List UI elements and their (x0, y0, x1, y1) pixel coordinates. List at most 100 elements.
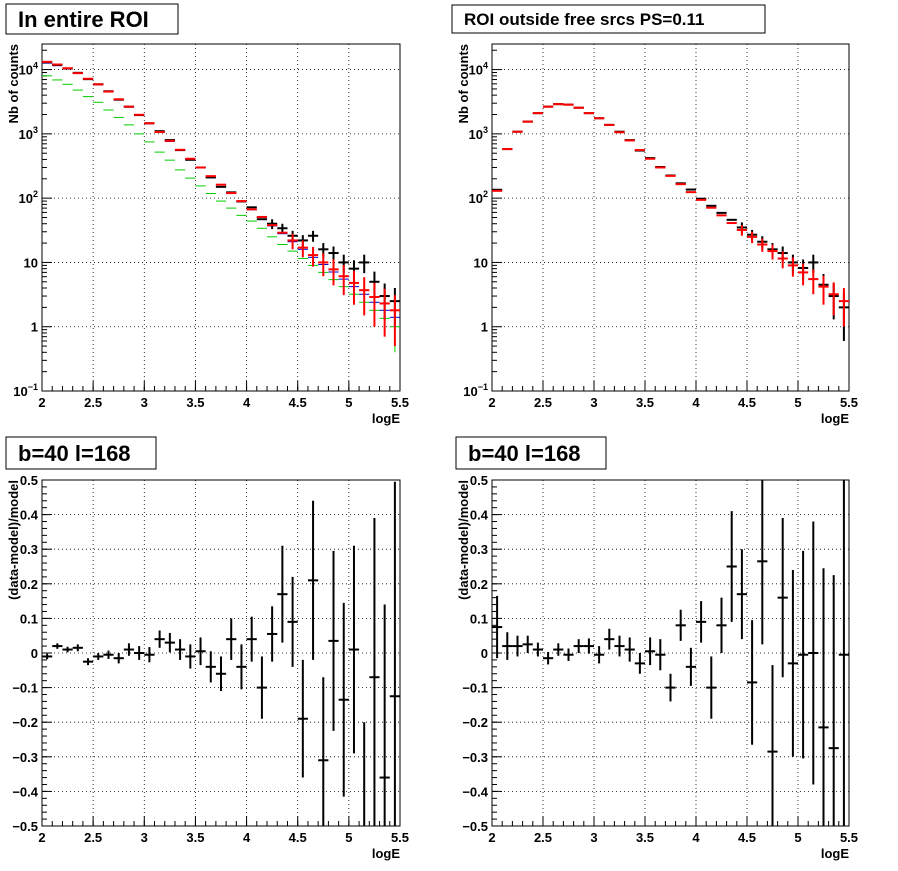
data-point (767, 665, 778, 826)
y-tick-label: 0.1 (20, 611, 38, 626)
x-tick-label: 5 (794, 830, 801, 845)
data-point (246, 616, 257, 662)
y-tick-label: 1 (481, 320, 488, 335)
data-point (359, 254, 370, 274)
x-tick-label: 2.5 (84, 830, 102, 845)
data-point (338, 265, 349, 296)
data-point (226, 618, 237, 660)
data-point (573, 639, 584, 653)
data-point (747, 231, 758, 244)
x-tick-label: 4 (692, 830, 700, 845)
x-tick-label: 4 (692, 395, 700, 410)
x-tick-label: 4.5 (289, 830, 307, 845)
data-point (777, 518, 788, 678)
data-point (747, 620, 758, 745)
y-axis-label: (data-model)/model (456, 480, 471, 600)
data-point (195, 637, 206, 666)
y-axis-label: Nb of counts (6, 44, 21, 123)
data-point (307, 246, 319, 267)
data-point (818, 275, 829, 305)
data-point (144, 647, 155, 663)
data-point (808, 269, 819, 295)
y-tick-label: 0.3 (20, 542, 38, 557)
y-tick-label: −0.2 (12, 715, 38, 730)
data-point (634, 653, 645, 674)
y-tick-label: −0.3 (12, 750, 38, 765)
data-point (307, 230, 319, 242)
data-point (563, 648, 574, 661)
data-point (318, 677, 329, 826)
data-point (369, 282, 380, 327)
x-tick-label: 2 (488, 830, 495, 845)
data-point (134, 646, 145, 660)
x-tick-label: 3 (590, 830, 597, 845)
x-axis-label: logE (821, 411, 849, 426)
y-axis-label: (data-model)/model (6, 480, 21, 600)
y-tick-label: 0.1 (470, 611, 488, 626)
y-tick-label: −0.4 (12, 784, 38, 799)
data-point (379, 604, 390, 826)
data-point (348, 545, 360, 754)
data-point (757, 238, 768, 252)
x-tick-label: 3.5 (186, 830, 204, 845)
data-point (502, 632, 513, 660)
data-point (543, 651, 554, 665)
data-point (736, 549, 747, 640)
data-point (113, 653, 124, 664)
y-tick-label: 0.2 (20, 577, 38, 592)
y-tick-label: 104 (19, 61, 38, 78)
title-box (451, 4, 766, 34)
x-tick-label: 5.5 (391, 395, 409, 410)
x-tick-label: 2.5 (84, 395, 102, 410)
y-tick-label: 0.2 (470, 577, 488, 592)
data-point (655, 639, 666, 671)
x-tick-label: 5 (345, 395, 352, 410)
data-point (287, 576, 298, 667)
x-tick-label: 4 (243, 830, 251, 845)
data-point (757, 480, 768, 645)
plot-frame (41, 43, 401, 392)
data-point (685, 647, 696, 686)
data-point (553, 643, 564, 656)
data-point (123, 643, 135, 656)
data-point (675, 609, 686, 641)
series-3 (42, 60, 400, 347)
plot-frame (41, 479, 401, 827)
data-point (492, 595, 503, 659)
y-tick-label: −0.1 (12, 681, 38, 696)
x-tick-label: 4.5 (738, 830, 756, 845)
title-box (5, 436, 157, 470)
data-point (798, 550, 809, 759)
data-point (359, 277, 370, 316)
series-0 (42, 481, 400, 826)
data-point (818, 568, 829, 826)
y-tick-label: 1 (31, 320, 38, 335)
y-tick-label: 0 (481, 646, 488, 661)
data-point (787, 257, 798, 277)
y-tick-label: −0.4 (462, 784, 488, 799)
data-point (82, 658, 94, 666)
y-tick-label: −0.1 (462, 681, 488, 696)
x-tick-label: 3 (141, 395, 148, 410)
data-point (205, 651, 216, 683)
plot-frame (491, 43, 850, 392)
y-tick-label: 0.3 (470, 542, 488, 557)
data-point (103, 650, 114, 659)
y-tick-label: 102 (469, 189, 488, 206)
data-point (267, 606, 278, 662)
y-tick-label: 10−1 (13, 382, 38, 399)
x-tick-label: 5 (345, 830, 352, 845)
y-tick-label: 102 (19, 189, 38, 206)
data-point (93, 653, 104, 660)
data-point (777, 251, 788, 269)
y-tick-label: −0.5 (462, 819, 488, 834)
x-tick-label: 2 (38, 395, 45, 410)
y-tick-label: 10−1 (463, 382, 488, 399)
y-tick-label: 0.4 (470, 508, 489, 523)
series-0 (492, 480, 849, 826)
y-tick-label: 0.5 (20, 473, 38, 488)
data-point (379, 288, 390, 337)
data-point (767, 244, 778, 260)
data-point (736, 225, 747, 236)
